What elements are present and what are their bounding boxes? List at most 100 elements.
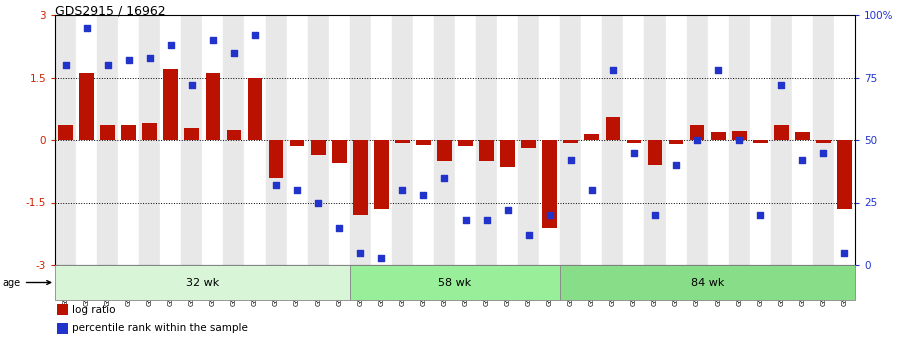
Bar [690, 126, 704, 140]
Bar [142, 123, 157, 140]
Bar [732, 131, 747, 140]
Bar [626, 140, 642, 143]
Point [795, 157, 810, 163]
Bar [749, 15, 771, 265]
Point [690, 137, 704, 143]
Bar [437, 140, 452, 161]
Point [774, 82, 788, 88]
Bar [57, 323, 68, 334]
Bar [413, 15, 433, 265]
Point [248, 32, 262, 38]
Bar [329, 15, 349, 265]
Bar [164, 69, 178, 140]
Bar [310, 140, 326, 155]
Point [374, 255, 388, 260]
Bar [458, 140, 473, 146]
Bar [416, 140, 431, 145]
Point [227, 50, 242, 55]
Text: percentile rank within the sample: percentile rank within the sample [71, 323, 248, 333]
Bar [792, 15, 813, 265]
Bar [687, 15, 708, 265]
Bar [710, 132, 726, 140]
Bar [644, 15, 665, 265]
Bar [795, 132, 810, 140]
Bar [665, 15, 687, 265]
Bar [500, 140, 515, 167]
Point [711, 67, 726, 73]
Bar [290, 140, 304, 146]
Text: age: age [3, 277, 51, 287]
Bar [203, 15, 224, 265]
Bar [308, 15, 329, 265]
Point [564, 157, 578, 163]
Point [500, 207, 515, 213]
Point [185, 82, 199, 88]
Bar [455, 15, 476, 265]
Bar [585, 134, 599, 140]
Point [58, 62, 72, 68]
Bar [708, 15, 729, 265]
Bar [560, 15, 581, 265]
Bar [332, 140, 347, 163]
Bar [55, 15, 76, 265]
Bar [605, 117, 620, 140]
Bar [121, 126, 136, 140]
Bar [97, 15, 119, 265]
Bar [185, 128, 199, 140]
Bar [560, 265, 855, 300]
Point [542, 212, 557, 218]
Bar [519, 15, 539, 265]
Bar [265, 15, 287, 265]
Text: log ratio: log ratio [71, 305, 115, 315]
Bar [581, 15, 603, 265]
Point [121, 57, 136, 63]
Point [395, 187, 410, 193]
Text: 84 wk: 84 wk [691, 277, 724, 287]
Bar [753, 140, 767, 143]
Bar [100, 126, 115, 140]
Bar [224, 15, 244, 265]
Bar [539, 15, 560, 265]
Point [80, 25, 94, 30]
Bar [813, 15, 834, 265]
Bar [624, 15, 644, 265]
Point [626, 150, 641, 155]
Bar [80, 73, 94, 140]
Bar [58, 126, 73, 140]
Bar [349, 15, 371, 265]
Point [290, 187, 304, 193]
Bar [497, 15, 519, 265]
Point [837, 250, 852, 255]
Bar [349, 265, 560, 300]
Bar [139, 15, 160, 265]
Point [437, 175, 452, 180]
Bar [816, 140, 831, 143]
Bar [248, 78, 262, 140]
Point [205, 37, 220, 43]
Bar [181, 15, 203, 265]
Bar [57, 304, 68, 315]
Point [669, 162, 683, 168]
Point [605, 67, 620, 73]
Point [648, 212, 662, 218]
Bar [76, 15, 97, 265]
Bar [371, 15, 392, 265]
Point [353, 250, 367, 255]
Bar [521, 140, 536, 148]
Text: 32 wk: 32 wk [186, 277, 219, 287]
Bar [564, 140, 578, 143]
Bar [603, 15, 624, 265]
Bar [269, 140, 283, 177]
Bar [729, 15, 749, 265]
Bar [542, 140, 557, 227]
Bar [353, 140, 367, 215]
Point [269, 182, 283, 188]
Point [521, 232, 536, 238]
Point [732, 137, 747, 143]
Bar [669, 140, 683, 144]
Bar [395, 140, 410, 143]
Point [164, 42, 178, 48]
Point [100, 62, 115, 68]
Point [332, 225, 347, 230]
Bar [774, 126, 788, 140]
